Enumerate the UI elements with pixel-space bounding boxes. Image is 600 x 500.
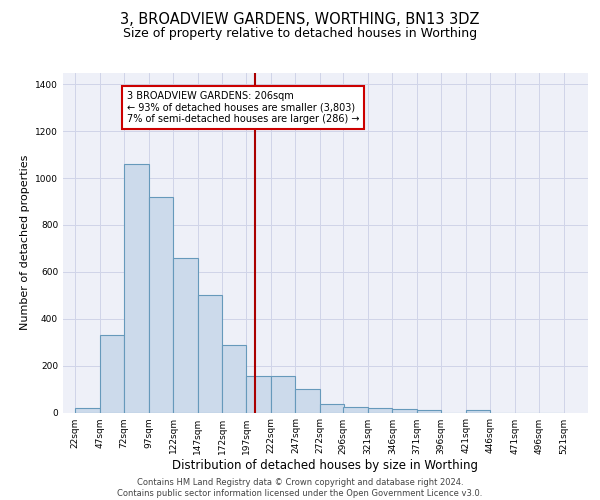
Text: 3, BROADVIEW GARDENS, WORTHING, BN13 3DZ: 3, BROADVIEW GARDENS, WORTHING, BN13 3DZ [120, 12, 480, 28]
Bar [173, 258, 197, 412]
Bar [149, 197, 173, 412]
Bar [295, 389, 320, 412]
Bar [197, 296, 222, 412]
Bar [222, 344, 247, 412]
Bar [247, 376, 271, 412]
Bar [75, 408, 100, 412]
Bar [392, 409, 417, 412]
Text: 3 BROADVIEW GARDENS: 206sqm
← 93% of detached houses are smaller (3,803)
7% of s: 3 BROADVIEW GARDENS: 206sqm ← 93% of det… [127, 92, 359, 124]
Bar [343, 406, 368, 412]
Text: Contains HM Land Registry data © Crown copyright and database right 2024.
Contai: Contains HM Land Registry data © Crown c… [118, 478, 482, 498]
Bar [124, 164, 149, 412]
Bar [320, 404, 344, 412]
Y-axis label: Number of detached properties: Number of detached properties [20, 155, 29, 330]
Bar [100, 335, 124, 412]
X-axis label: Distribution of detached houses by size in Worthing: Distribution of detached houses by size … [173, 460, 479, 472]
Bar [368, 408, 392, 412]
Bar [466, 410, 490, 412]
Bar [271, 376, 295, 412]
Text: Size of property relative to detached houses in Worthing: Size of property relative to detached ho… [123, 28, 477, 40]
Bar [417, 410, 441, 412]
